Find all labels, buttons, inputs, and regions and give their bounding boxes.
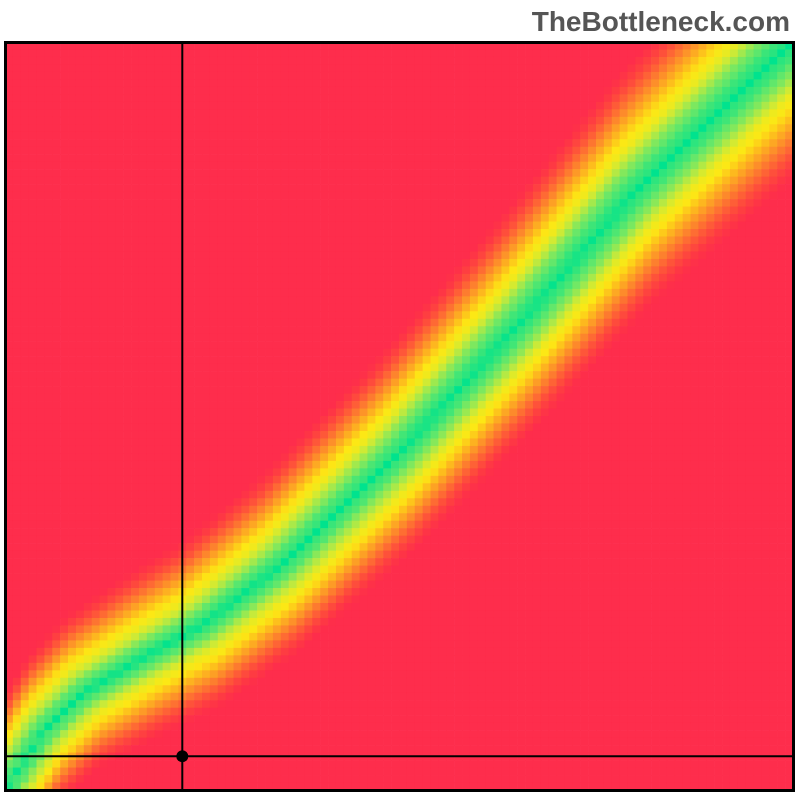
watermark-text: TheBottleneck.com (532, 6, 790, 38)
chart-container: TheBottleneck.com (0, 0, 800, 800)
heatmap-canvas (0, 0, 800, 800)
